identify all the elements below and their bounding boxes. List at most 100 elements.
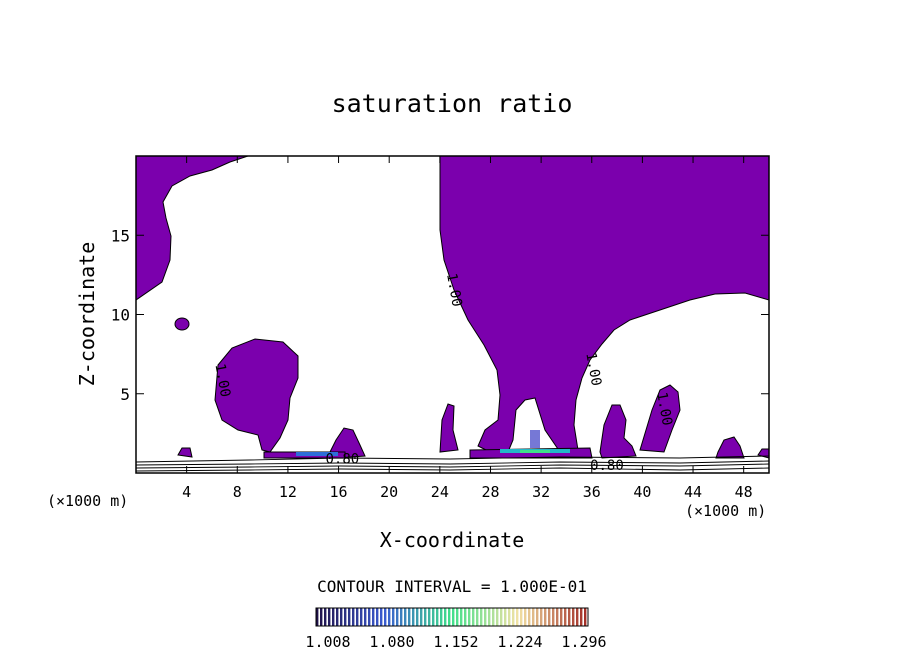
- x-axis-label: X-coordinate: [380, 528, 525, 552]
- colorbar-stripe: [548, 608, 551, 626]
- colorbar-stripe: [348, 608, 351, 626]
- contour-interval-text: CONTOUR INTERVAL = 1.000E-01: [317, 577, 587, 596]
- x-tick-label: 44: [684, 483, 702, 501]
- colorbar-stripe: [384, 608, 387, 626]
- colorbar-stripe: [560, 608, 563, 626]
- x-tick-label: 24: [431, 483, 449, 501]
- colorbar-tick-label: 1.152: [433, 633, 478, 651]
- region-left-blob: [214, 338, 299, 453]
- colorbar-stripe: [524, 608, 527, 626]
- colorbar-stripe: [540, 608, 543, 626]
- colorbar-tick-labels: 1.008 1.080 1.152 1.224 1.296: [305, 633, 606, 651]
- colorbar-stripe: [568, 608, 571, 626]
- x-axis-ticks: 4 8 12 16 20 24 28 32 36 40 44 48: [182, 156, 753, 501]
- colorbar-stripe: [456, 608, 459, 626]
- x-tick-label: 8: [233, 483, 242, 501]
- colorbar-stripe: [392, 608, 395, 626]
- region-shallow-cloud: [177, 447, 193, 458]
- y-tick-label: 5: [120, 385, 130, 404]
- colorbar-stripe: [352, 608, 355, 626]
- y-axis-label: Z-coordinate: [75, 242, 99, 387]
- x-tick-label: 36: [583, 483, 601, 501]
- colorbar-stripe: [324, 608, 327, 626]
- colorbar-stripe: [584, 608, 587, 626]
- colorbar-stripe: [432, 608, 435, 626]
- region-central-column: [439, 156, 769, 453]
- x-tick-label: 16: [330, 483, 348, 501]
- contour-label: 1.00: [582, 351, 604, 387]
- colorbar-stripe: [372, 608, 375, 626]
- y-tick-label: 10: [111, 306, 130, 325]
- contour-label: 1.00: [211, 362, 233, 398]
- contour-label: 0.80: [325, 451, 359, 467]
- colorbar-stripe: [528, 608, 531, 626]
- colorbar-stripe: [388, 608, 391, 626]
- colorbar-stripe: [452, 608, 455, 626]
- region-shallow-cloud: [439, 403, 459, 453]
- region-small-blob: [174, 317, 190, 331]
- colorbar-stripe: [464, 608, 467, 626]
- contour-label: 1.00: [443, 272, 465, 308]
- colorbar-stripe: [360, 608, 363, 626]
- colorbar-stripe: [444, 608, 447, 626]
- y-tick-label: 15: [111, 226, 130, 245]
- x-tick-label: 48: [735, 483, 753, 501]
- region-shallow-cloud: [639, 384, 681, 453]
- colorbar-stripe: [512, 608, 515, 626]
- colorbar-stripe: [536, 608, 539, 626]
- streak-green: [520, 450, 550, 453]
- x-tick-label: 4: [182, 483, 191, 501]
- colorbar-stripe: [404, 608, 407, 626]
- contour-fill-layer: [136, 156, 769, 472]
- colorbar-stripe: [424, 608, 427, 626]
- colorbar-stripe: [476, 608, 479, 626]
- colorbar-stripe: [460, 608, 463, 626]
- x-tick-label: 12: [279, 483, 297, 501]
- colorbar-stripe: [480, 608, 483, 626]
- colorbar-stripe: [500, 608, 503, 626]
- colorbar-stripe: [440, 608, 443, 626]
- colorbar-stripe: [468, 608, 471, 626]
- colorbar-stripe: [572, 608, 575, 626]
- colorbar-stripe: [344, 608, 347, 626]
- colorbar: [316, 608, 587, 626]
- colorbar-stripe: [428, 608, 431, 626]
- chart-title: saturation ratio: [332, 89, 573, 118]
- x-tick-label: 40: [633, 483, 651, 501]
- x-unit-left: (×1000 m): [47, 492, 128, 510]
- colorbar-stripe: [580, 608, 583, 626]
- colorbar-stripe: [564, 608, 567, 626]
- colorbar-stripe: [436, 608, 439, 626]
- colorbar-stripe: [364, 608, 367, 626]
- x-tick-label: 28: [481, 483, 499, 501]
- surface-contour-lines: [136, 455, 769, 472]
- colorbar-stripe: [484, 608, 487, 626]
- colorbar-stripe: [316, 608, 319, 626]
- colorbar-stripe: [552, 608, 555, 626]
- colorbar-stripe: [472, 608, 475, 626]
- colorbar-stripe: [492, 608, 495, 626]
- contour-label: 1.00: [653, 391, 675, 427]
- colorbar-stripe: [332, 608, 335, 626]
- colorbar-stripe: [380, 608, 383, 626]
- x-tick-label: 32: [532, 483, 550, 501]
- contour-label: 0.80: [590, 458, 624, 474]
- colorbar-stripe: [556, 608, 559, 626]
- region-upper-left: [136, 156, 249, 301]
- colorbar-stripe: [368, 608, 371, 626]
- x-unit-right: (×1000 m): [685, 502, 766, 520]
- colorbar-tick-label: 1.008: [305, 633, 350, 651]
- colorbar-stripe: [336, 608, 339, 626]
- y-axis-ticks: 5 10 15: [111, 226, 769, 404]
- colorbar-stripe: [340, 608, 343, 626]
- streak-blue: [296, 452, 338, 456]
- colorbar-stripe: [508, 608, 511, 626]
- colorbar-stripe: [320, 608, 323, 626]
- colorbar-stripe: [488, 608, 491, 626]
- colorbar-stripe: [520, 608, 523, 626]
- streak-blue: [530, 430, 540, 448]
- colorbar-stripe: [408, 608, 411, 626]
- region-shallow-cloud: [715, 436, 745, 459]
- colorbar-stripe: [376, 608, 379, 626]
